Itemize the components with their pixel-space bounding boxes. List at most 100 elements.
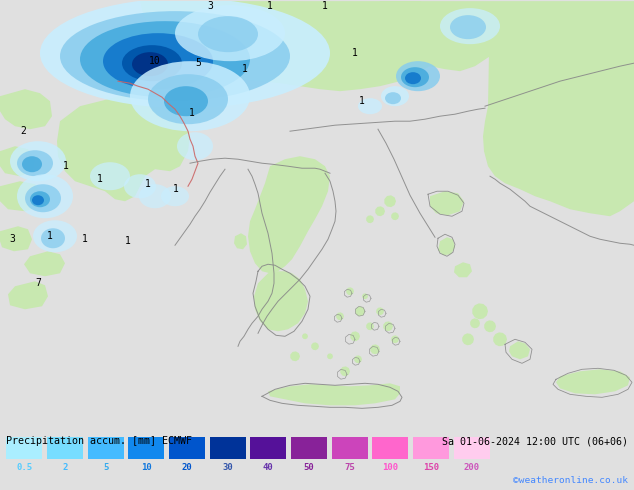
Text: 10: 10: [141, 463, 152, 472]
Text: Sa 01-06-2024 12:00 UTC (06+06): Sa 01-06-2024 12:00 UTC (06+06): [442, 436, 628, 446]
Ellipse shape: [33, 220, 77, 252]
Ellipse shape: [22, 156, 42, 172]
Polygon shape: [354, 355, 362, 363]
Text: 1: 1: [145, 179, 151, 189]
Polygon shape: [327, 353, 333, 359]
Ellipse shape: [164, 86, 208, 116]
Polygon shape: [391, 335, 399, 343]
Polygon shape: [336, 312, 344, 320]
Polygon shape: [351, 331, 360, 341]
FancyBboxPatch shape: [291, 437, 327, 460]
Polygon shape: [556, 369, 630, 394]
Text: 150: 150: [423, 463, 439, 472]
Ellipse shape: [440, 8, 500, 44]
Polygon shape: [0, 146, 35, 176]
Ellipse shape: [60, 11, 290, 101]
FancyBboxPatch shape: [332, 437, 368, 460]
Ellipse shape: [124, 174, 156, 198]
FancyBboxPatch shape: [454, 437, 489, 460]
Ellipse shape: [381, 86, 409, 106]
Ellipse shape: [450, 15, 486, 39]
Ellipse shape: [17, 174, 73, 218]
Text: 1: 1: [82, 234, 88, 244]
Text: 100: 100: [382, 463, 398, 472]
Text: 1: 1: [125, 236, 131, 246]
Text: 0.5: 0.5: [16, 463, 32, 472]
Polygon shape: [340, 367, 350, 376]
Polygon shape: [483, 1, 634, 216]
Polygon shape: [290, 351, 300, 361]
Polygon shape: [57, 96, 190, 201]
Text: ©weatheronline.co.uk: ©weatheronline.co.uk: [513, 476, 628, 485]
Ellipse shape: [401, 67, 429, 87]
Ellipse shape: [30, 191, 50, 207]
Polygon shape: [311, 343, 319, 350]
Ellipse shape: [148, 74, 228, 124]
Ellipse shape: [405, 72, 421, 84]
Ellipse shape: [132, 52, 168, 76]
Polygon shape: [384, 196, 396, 207]
FancyBboxPatch shape: [47, 437, 83, 460]
Text: 1: 1: [173, 184, 179, 194]
Ellipse shape: [358, 98, 382, 114]
FancyBboxPatch shape: [128, 437, 164, 460]
Text: 75: 75: [344, 463, 355, 472]
FancyBboxPatch shape: [6, 437, 42, 460]
Polygon shape: [384, 321, 393, 331]
Text: 50: 50: [304, 463, 314, 472]
Ellipse shape: [161, 186, 189, 206]
FancyBboxPatch shape: [169, 437, 205, 460]
Polygon shape: [0, 226, 32, 251]
Polygon shape: [454, 262, 472, 277]
Text: 1: 1: [352, 48, 358, 58]
Polygon shape: [346, 287, 354, 295]
Text: 3: 3: [207, 1, 213, 11]
Ellipse shape: [385, 92, 401, 104]
Text: 5: 5: [195, 58, 201, 68]
Text: 1: 1: [322, 1, 328, 11]
Text: 1: 1: [189, 108, 195, 118]
Text: 10: 10: [149, 56, 161, 66]
Ellipse shape: [10, 141, 66, 181]
FancyBboxPatch shape: [87, 437, 124, 460]
Ellipse shape: [139, 184, 171, 208]
FancyBboxPatch shape: [250, 437, 286, 460]
Polygon shape: [248, 156, 330, 273]
Polygon shape: [268, 383, 400, 405]
Polygon shape: [302, 333, 308, 339]
Text: Precipitation accum. [mm] ECMWF: Precipitation accum. [mm] ECMWF: [6, 436, 192, 446]
Text: 1: 1: [97, 174, 103, 184]
Text: 2: 2: [62, 463, 68, 472]
Polygon shape: [376, 307, 384, 315]
FancyBboxPatch shape: [373, 437, 408, 460]
Ellipse shape: [103, 33, 213, 89]
Polygon shape: [430, 191, 464, 215]
Polygon shape: [484, 320, 496, 332]
Polygon shape: [0, 89, 52, 129]
Ellipse shape: [90, 162, 130, 190]
Ellipse shape: [396, 61, 440, 91]
Polygon shape: [375, 206, 385, 216]
Polygon shape: [355, 306, 365, 316]
Polygon shape: [438, 237, 455, 255]
Text: 1: 1: [267, 1, 273, 11]
Polygon shape: [362, 294, 368, 299]
Text: 1: 1: [242, 64, 248, 74]
Polygon shape: [509, 342, 530, 359]
Polygon shape: [24, 251, 65, 276]
Ellipse shape: [32, 195, 44, 205]
Polygon shape: [254, 271, 308, 331]
Ellipse shape: [122, 45, 182, 81]
Polygon shape: [472, 303, 488, 319]
FancyBboxPatch shape: [413, 437, 449, 460]
Polygon shape: [140, 1, 460, 91]
Text: 40: 40: [263, 463, 274, 472]
Ellipse shape: [17, 150, 53, 176]
Ellipse shape: [25, 184, 61, 212]
Text: 3: 3: [9, 234, 15, 244]
Text: 7: 7: [35, 278, 41, 288]
Polygon shape: [234, 233, 247, 249]
Ellipse shape: [198, 16, 258, 52]
Text: 1: 1: [359, 96, 365, 106]
Text: 2: 2: [20, 126, 26, 136]
